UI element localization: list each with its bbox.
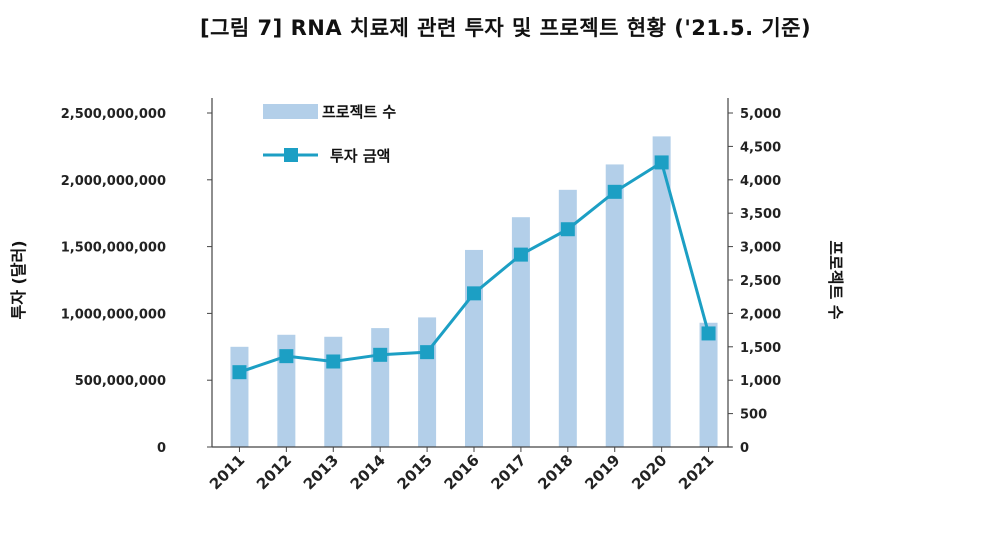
marker-2018 xyxy=(560,222,575,237)
right-tick-label: 5,000 xyxy=(740,107,781,122)
x-tick-label: 2020 xyxy=(628,451,670,493)
marker-2014 xyxy=(373,347,388,362)
bar-2019 xyxy=(605,164,624,447)
bar-2016 xyxy=(465,249,483,447)
right-tick-label: 3,500 xyxy=(740,207,781,222)
right-tick-label: 4,000 xyxy=(740,174,781,189)
marker-2013 xyxy=(326,354,341,369)
marker-2015 xyxy=(420,345,435,360)
legend-marker-swatch xyxy=(284,148,298,162)
marker-2016 xyxy=(467,286,481,301)
left-tick-label: 2,500,000,000 xyxy=(61,107,166,122)
bar-2017 xyxy=(511,217,530,447)
x-tick-label: 2016 xyxy=(441,451,483,493)
legend-bar-swatch xyxy=(263,104,318,119)
x-tick-label: 2021 xyxy=(675,451,717,493)
right-axis-title: 프로젝트 수 xyxy=(826,240,845,319)
right-tick-label: 2,500 xyxy=(740,274,781,289)
left-tick-label: 1,000,000,000 xyxy=(61,307,166,322)
x-tick-label: 2018 xyxy=(534,451,576,493)
x-tick-label: 2013 xyxy=(300,451,342,493)
bar-2018 xyxy=(558,189,577,447)
right-tick-label: 1,500 xyxy=(740,341,781,356)
x-tick-label: 2011 xyxy=(206,451,248,493)
marker-2012 xyxy=(279,349,294,364)
left-tick-label: 2,000,000,000 xyxy=(61,174,166,189)
right-tick-label: 500 xyxy=(740,408,767,423)
marker-2021 xyxy=(701,326,716,341)
x-tick-label: 2015 xyxy=(394,451,436,493)
x-tick-label: 2019 xyxy=(581,451,623,493)
bar-2011 xyxy=(230,346,249,447)
bar-2015 xyxy=(418,317,437,447)
marker-2019 xyxy=(607,184,622,199)
right-tick-label: 2,000 xyxy=(740,307,781,322)
bar-2013 xyxy=(324,336,343,447)
right-tick-label: 3,000 xyxy=(740,241,781,256)
bar-2020 xyxy=(652,136,671,447)
x-tick-label: 2014 xyxy=(347,451,389,493)
line-series xyxy=(232,155,716,380)
right-tick-label: 1,000 xyxy=(740,374,781,389)
x-tick-label: 2017 xyxy=(487,451,529,493)
left-tick-label: 0 xyxy=(157,441,166,456)
right-tick-label: 0 xyxy=(740,441,749,456)
bar-2014 xyxy=(371,328,390,447)
left-tick-label: 1,500,000,000 xyxy=(61,241,166,256)
legend: 프로젝트 수투자 금액 xyxy=(263,103,396,165)
marker-2020 xyxy=(654,155,669,170)
legend-bar-label: 프로젝트 수 xyxy=(322,103,396,121)
marker-2011 xyxy=(232,365,247,380)
legend-line-label: 투자 금액 xyxy=(330,147,390,165)
x-tick-label: 2012 xyxy=(253,451,295,493)
marker-2017 xyxy=(513,247,528,262)
left-axis-title: 투자 (달러) xyxy=(9,240,28,319)
left-tick-label: 500,000,000 xyxy=(75,374,166,389)
right-tick-label: 4,500 xyxy=(740,140,781,155)
chart-title: [그림 7] RNA 치료제 관련 투자 및 프로젝트 현황 ('21.5. 기… xyxy=(200,16,812,40)
bar-2021 xyxy=(699,322,718,447)
